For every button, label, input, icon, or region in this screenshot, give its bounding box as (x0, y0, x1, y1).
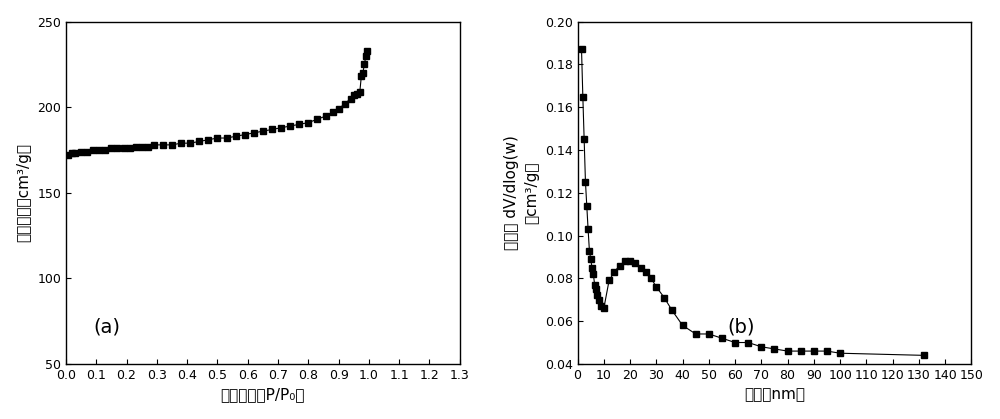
X-axis label: 相对压力（P/P₀）: 相对压力（P/P₀） (221, 387, 305, 402)
Y-axis label: 吸附体积（cm³/g）: 吸附体积（cm³/g） (17, 143, 32, 242)
Y-axis label: 孔体积 dV/dlog(w)
（cm³/g）: 孔体积 dV/dlog(w) （cm³/g） (504, 135, 539, 250)
Text: (a): (a) (94, 318, 121, 336)
Text: (b): (b) (727, 318, 755, 336)
X-axis label: 孔径（nm）: 孔径（nm） (744, 387, 805, 402)
